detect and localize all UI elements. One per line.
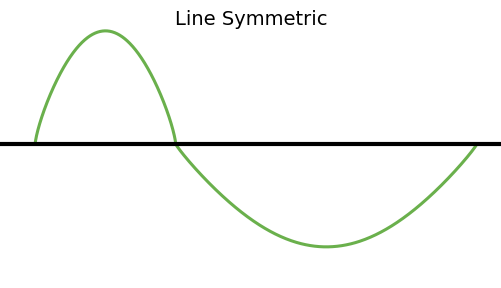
- Text: Line Symmetric: Line Symmetric: [174, 10, 327, 29]
